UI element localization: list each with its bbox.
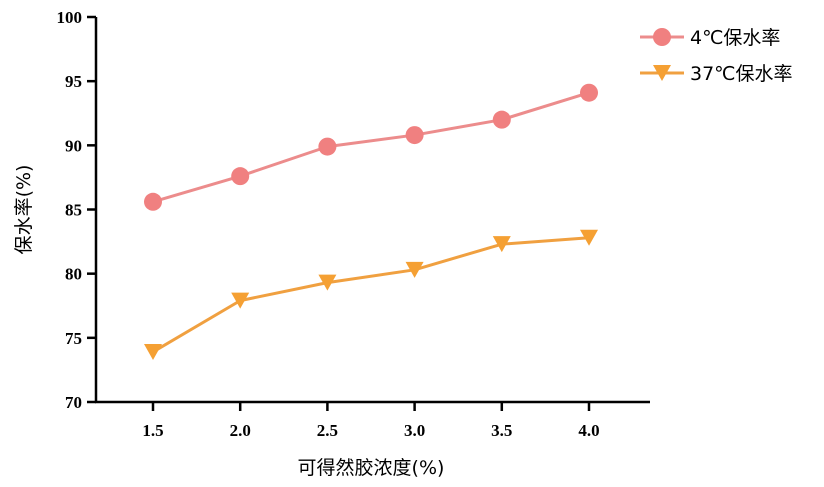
series-layer bbox=[144, 83, 598, 360]
data-point bbox=[318, 274, 337, 291]
legend-label: 4℃保水率 bbox=[690, 27, 780, 49]
data-point bbox=[231, 292, 250, 309]
legend-swatch-marker bbox=[653, 65, 671, 81]
series-line bbox=[152, 91, 590, 204]
legend-item: 4℃保水率 bbox=[640, 27, 780, 49]
y-tick-label: 85 bbox=[65, 201, 82, 220]
y-tick-label: 70 bbox=[65, 393, 82, 412]
data-point bbox=[580, 229, 598, 246]
x-tick-label: 2.5 bbox=[317, 421, 338, 440]
y-tick-label: 95 bbox=[65, 72, 82, 91]
axes: 70 75 80 85 90 95 100 1.5 2.0 2.5 3.0 3.5 4.0 bbox=[57, 8, 650, 440]
x-tick-label: 3.0 bbox=[404, 421, 425, 440]
legend-label: 37℃保水率 bbox=[690, 63, 793, 85]
data-point bbox=[318, 137, 337, 156]
series-2 bbox=[144, 229, 598, 360]
y-tick-label: 75 bbox=[65, 329, 82, 348]
series-line bbox=[152, 236, 590, 354]
legend-item: 37℃保水率 bbox=[640, 63, 793, 85]
data-point bbox=[405, 261, 424, 278]
data-point bbox=[405, 126, 424, 145]
legend-swatch-marker bbox=[653, 28, 671, 46]
x-tick-label: 3.5 bbox=[491, 421, 512, 440]
data-point bbox=[580, 83, 598, 102]
legend: 4℃保水率 37℃保水率 bbox=[640, 27, 793, 85]
data-point bbox=[231, 167, 250, 186]
data-point bbox=[144, 192, 162, 211]
y-axis-title: 保水率(%) bbox=[13, 165, 35, 255]
x-tick-label: 4.0 bbox=[578, 421, 599, 440]
x-tick-label: 1.5 bbox=[142, 421, 163, 440]
x-tick-label: 2.0 bbox=[230, 421, 251, 440]
y-tick-label: 90 bbox=[65, 136, 82, 155]
y-tick-label: 80 bbox=[65, 265, 82, 284]
data-point bbox=[492, 236, 511, 253]
data-point bbox=[492, 110, 511, 129]
y-tick-label: 100 bbox=[57, 8, 83, 27]
x-axis-title: 可得然胶浓度(%) bbox=[298, 457, 445, 479]
data-point bbox=[144, 343, 162, 360]
series-1 bbox=[144, 83, 598, 211]
